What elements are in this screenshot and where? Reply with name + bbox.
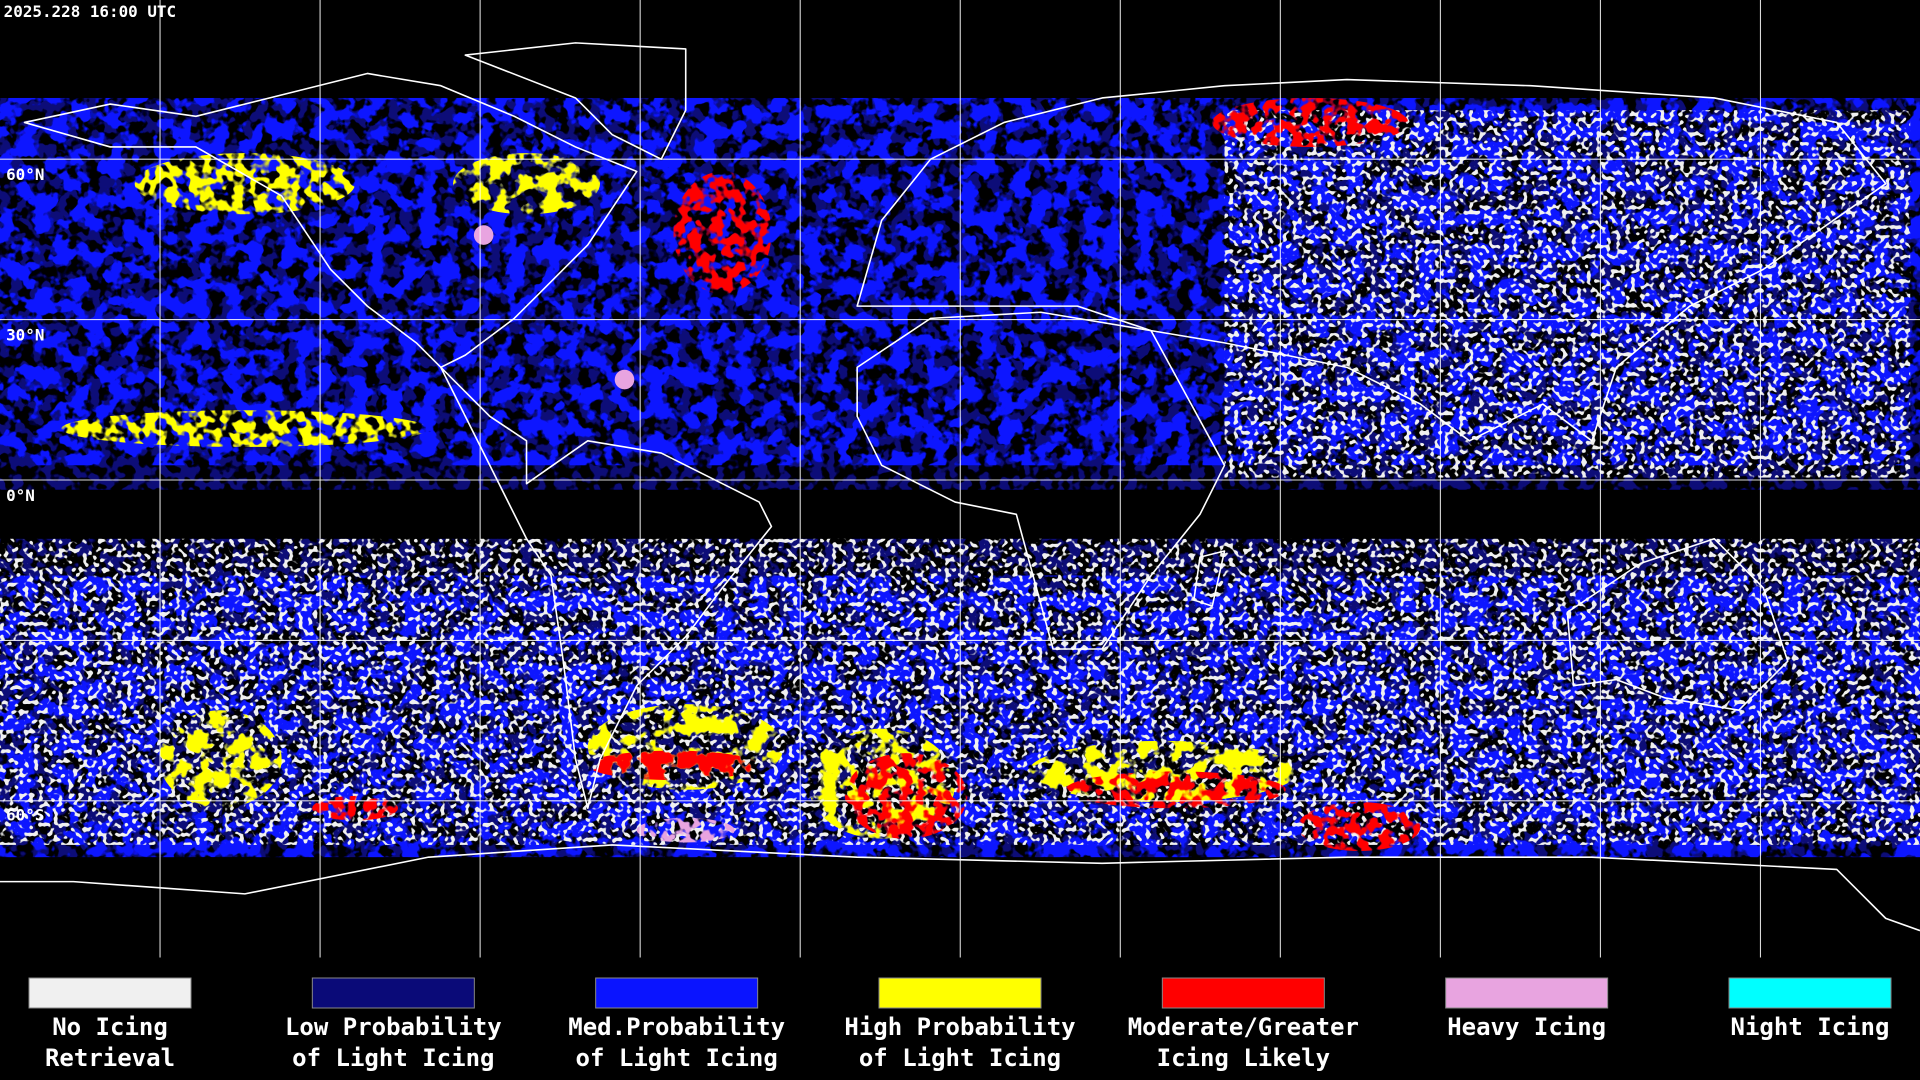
legend-swatch	[311, 977, 475, 1009]
coastline	[440, 366, 773, 809]
legend-swatch	[28, 977, 192, 1009]
icing-field	[453, 153, 601, 215]
legend-label: Med.Probability	[568, 1013, 785, 1041]
icing-field	[312, 795, 398, 821]
icing-field	[587, 750, 760, 781]
legend-swatch	[1728, 977, 1892, 1009]
latitude-label: 30°N	[6, 325, 44, 344]
coastline	[464, 42, 687, 160]
icing-field	[844, 753, 968, 839]
legend-swatch	[1161, 977, 1325, 1009]
coastline	[23, 72, 638, 369]
icing-field	[673, 171, 772, 294]
coastline	[856, 78, 1887, 442]
legend-label: Night Icing	[1731, 1013, 1890, 1041]
legend-swatch	[878, 977, 1042, 1009]
icing-field	[473, 225, 494, 245]
icing-field	[1297, 802, 1421, 852]
legend-label: of Light Icing	[576, 1044, 778, 1072]
legend-label: of Light Icing	[292, 1044, 494, 1072]
coastline	[1193, 550, 1226, 607]
coastlines	[0, 42, 1920, 932]
latitude-label: 60°N	[6, 165, 44, 184]
icing-field	[1065, 771, 1286, 809]
legend-label: Low Probability	[285, 1013, 502, 1041]
latitude-label: 0°N	[6, 486, 35, 505]
meridians	[159, 0, 1762, 958]
legend: No Icing Retrieval Low Probability of Light…	[28, 977, 1892, 1072]
legend-label: No Icing	[52, 1013, 168, 1041]
icing-field	[1212, 97, 1409, 147]
legend-label: Moderate/Greater	[1128, 1013, 1359, 1041]
coastline	[0, 844, 1920, 932]
graticule	[0, 0, 1920, 958]
timestamp: 2025.228 16:00 UTC	[4, 2, 176, 21]
legend-swatch	[595, 977, 759, 1009]
icing-field	[61, 410, 429, 447]
map-area: 2025.228 16:00 UTC 60°N 30°N 0°N 60°S	[0, 0, 1920, 958]
coastline	[856, 311, 1226, 650]
legend-label: of Light Icing	[859, 1044, 1061, 1072]
icing-field	[636, 817, 735, 843]
legend-label: Retrieval	[45, 1044, 175, 1072]
icing-field	[134, 153, 356, 215]
legend-label: High Probability	[844, 1013, 1075, 1041]
icing-field	[1224, 110, 1911, 478]
legend-label: Heavy Icing	[1447, 1013, 1606, 1041]
legend-swatch	[1445, 977, 1609, 1009]
icing-field	[614, 369, 635, 390]
legend-label: Icing Likely	[1157, 1044, 1330, 1072]
coastline	[1566, 537, 1789, 712]
icing-field	[159, 710, 282, 809]
latitude-label: 60°S	[6, 805, 44, 824]
